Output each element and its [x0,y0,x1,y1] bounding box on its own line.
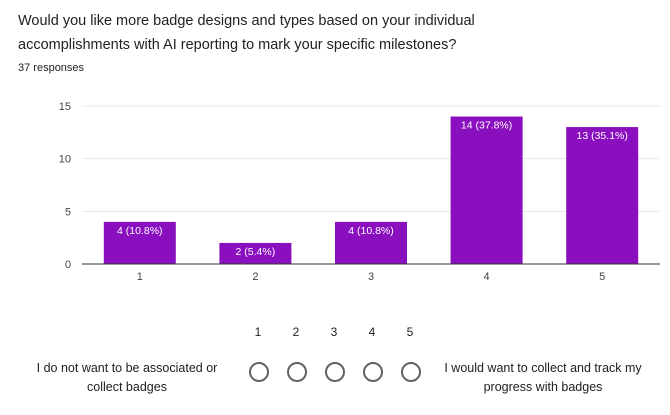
scale-low-label: I do not want to be associated or collec… [36,361,218,394]
bar-4 [450,116,523,265]
x-tick-label-2: 2 [252,271,258,283]
radio-option-5[interactable] [401,362,421,382]
data-label-1: 4 (10.8%) [117,225,163,237]
bar-3 [335,221,407,264]
y-tick-label-15: 15 [59,101,71,113]
scale-number-3: 3 [330,325,338,339]
x-tick-label-1: 1 [137,271,143,283]
scale-high-label: I would want to collect and track my pro… [444,361,642,394]
bar-2 [219,242,292,264]
response-count: 37 responses [18,62,85,74]
scale-number-1: 1 [254,325,262,339]
bar-1 [103,221,176,264]
y-tick-label-10: 10 [59,154,71,166]
radio-option-3[interactable] [325,362,345,382]
x-tick-label-4: 4 [484,271,490,283]
scale-number-5: 5 [406,325,414,339]
question-title: Would you like more badge designs and ty… [18,13,475,53]
y-tick-label-5: 5 [65,206,71,218]
data-label-4: 14 (37.8%) [461,120,512,132]
radio-option-2[interactable] [287,362,307,382]
data-label-2: 2 (5.4%) [236,246,276,258]
bar-5 [566,127,639,264]
data-label-5: 13 (35.1%) [577,130,628,142]
radio-option-4[interactable] [363,362,383,382]
radio-option-1[interactable] [249,362,269,382]
data-label-3: 4 (10.8%) [348,225,394,237]
x-tick-label-3: 3 [368,271,374,283]
x-tick-label-5: 5 [599,271,605,283]
scale-number-4: 4 [368,325,376,339]
y-tick-label-0: 0 [65,259,71,271]
scale-number-2: 2 [292,325,300,339]
